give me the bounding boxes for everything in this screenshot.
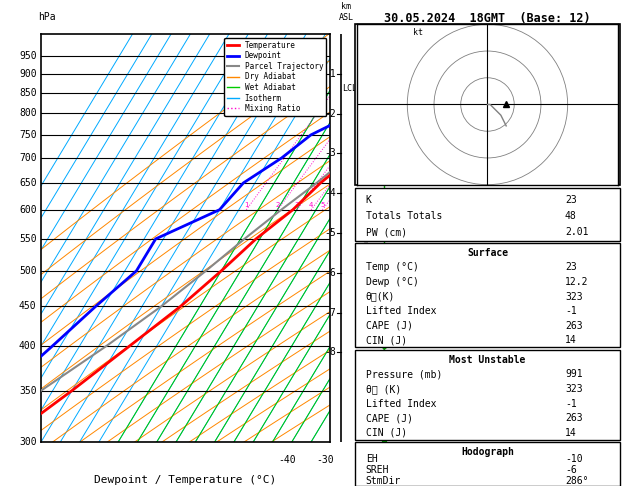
- Text: CIN (J): CIN (J): [365, 428, 407, 438]
- Text: 323: 323: [565, 384, 582, 394]
- Text: -5: -5: [324, 228, 336, 238]
- Bar: [355, 243, 620, 347]
- Text: 350: 350: [19, 385, 36, 396]
- Text: 700: 700: [19, 153, 36, 163]
- Text: StmDir: StmDir: [365, 476, 401, 486]
- Text: K: K: [365, 195, 372, 206]
- Text: 991: 991: [565, 369, 582, 380]
- Text: -30: -30: [316, 454, 334, 465]
- Text: 600: 600: [19, 205, 36, 215]
- Text: Dewpoint / Temperature (°C): Dewpoint / Temperature (°C): [94, 475, 277, 485]
- Text: -7: -7: [324, 308, 336, 317]
- Text: 850: 850: [19, 88, 36, 98]
- Text: -1: -1: [324, 69, 336, 79]
- Text: θᴇ (K): θᴇ (K): [365, 384, 401, 394]
- Text: 323: 323: [565, 292, 582, 302]
- Text: -3: -3: [324, 148, 336, 158]
- Text: 12.2: 12.2: [565, 277, 589, 287]
- Text: PW (cm): PW (cm): [365, 227, 407, 238]
- Bar: [355, 188, 620, 241]
- Text: 48: 48: [565, 211, 577, 222]
- Text: 500: 500: [19, 266, 36, 276]
- Text: 286°: 286°: [565, 476, 589, 486]
- Text: CIN (J): CIN (J): [365, 335, 407, 346]
- Text: Lifted Index: Lifted Index: [365, 399, 436, 409]
- Bar: [355, 24, 620, 185]
- Text: 263: 263: [565, 413, 582, 423]
- Text: -6: -6: [565, 465, 577, 475]
- Text: 2: 2: [276, 202, 280, 208]
- Text: km
ASL: km ASL: [338, 2, 353, 22]
- Text: Hodograph: Hodograph: [461, 447, 514, 457]
- Text: 5: 5: [320, 202, 325, 208]
- Text: 30: 30: [551, 454, 563, 465]
- Text: Surface: Surface: [467, 248, 508, 258]
- Text: 300: 300: [19, 437, 36, 447]
- Text: hPa: hPa: [38, 12, 55, 22]
- Text: θᴇ(K): θᴇ(K): [365, 292, 395, 302]
- Text: Totals Totals: Totals Totals: [365, 211, 442, 222]
- Text: 30.05.2024  18GMT  (Base: 12): 30.05.2024 18GMT (Base: 12): [384, 12, 591, 25]
- Text: CAPE (J): CAPE (J): [365, 321, 413, 331]
- Text: 650: 650: [19, 178, 36, 188]
- Text: -8: -8: [324, 347, 336, 357]
- Text: -1: -1: [565, 306, 577, 316]
- Text: Lifted Index: Lifted Index: [365, 306, 436, 316]
- Legend: Temperature, Dewpoint, Parcel Trajectory, Dry Adiabat, Wet Adiabat, Isotherm, Mi: Temperature, Dewpoint, Parcel Trajectory…: [224, 38, 326, 116]
- Text: 450: 450: [19, 301, 36, 311]
- Text: 263: 263: [565, 321, 582, 331]
- Text: 2.01: 2.01: [565, 227, 589, 238]
- Text: 14: 14: [565, 335, 577, 346]
- Text: kt: kt: [413, 28, 423, 37]
- Text: -10: -10: [565, 454, 582, 465]
- Text: Temp (°C): Temp (°C): [365, 262, 418, 273]
- Text: 3: 3: [294, 202, 299, 208]
- Text: 950: 950: [19, 51, 36, 61]
- Text: 14: 14: [565, 428, 577, 438]
- Text: Pressure (mb): Pressure (mb): [365, 369, 442, 380]
- Text: 20: 20: [513, 454, 524, 465]
- Text: Mixing Ratio (g/kg): Mixing Ratio (g/kg): [362, 191, 371, 286]
- Text: Most Unstable: Most Unstable: [449, 355, 526, 365]
- Text: LCL: LCL: [342, 85, 357, 93]
- Bar: [355, 350, 620, 440]
- Text: -20: -20: [355, 454, 373, 465]
- Text: 4: 4: [309, 202, 313, 208]
- Text: 550: 550: [19, 234, 36, 244]
- Text: Dewp (°C): Dewp (°C): [365, 277, 418, 287]
- Text: 0: 0: [438, 454, 444, 465]
- Text: 400: 400: [19, 341, 36, 351]
- Text: -6: -6: [324, 268, 336, 278]
- Text: 900: 900: [19, 69, 36, 79]
- Text: 800: 800: [19, 108, 36, 118]
- Text: 23: 23: [565, 195, 577, 206]
- Text: 1: 1: [244, 202, 248, 208]
- Text: SREH: SREH: [365, 465, 389, 475]
- Text: -4: -4: [324, 188, 336, 198]
- Text: EH: EH: [365, 454, 377, 465]
- Text: -40: -40: [278, 454, 296, 465]
- Text: 750: 750: [19, 130, 36, 140]
- Text: 23: 23: [565, 262, 577, 273]
- Bar: [355, 442, 620, 486]
- Text: -10: -10: [394, 454, 411, 465]
- Text: CAPE (J): CAPE (J): [365, 413, 413, 423]
- Text: 10: 10: [474, 454, 486, 465]
- Text: -2: -2: [324, 108, 336, 119]
- Text: -1: -1: [565, 399, 577, 409]
